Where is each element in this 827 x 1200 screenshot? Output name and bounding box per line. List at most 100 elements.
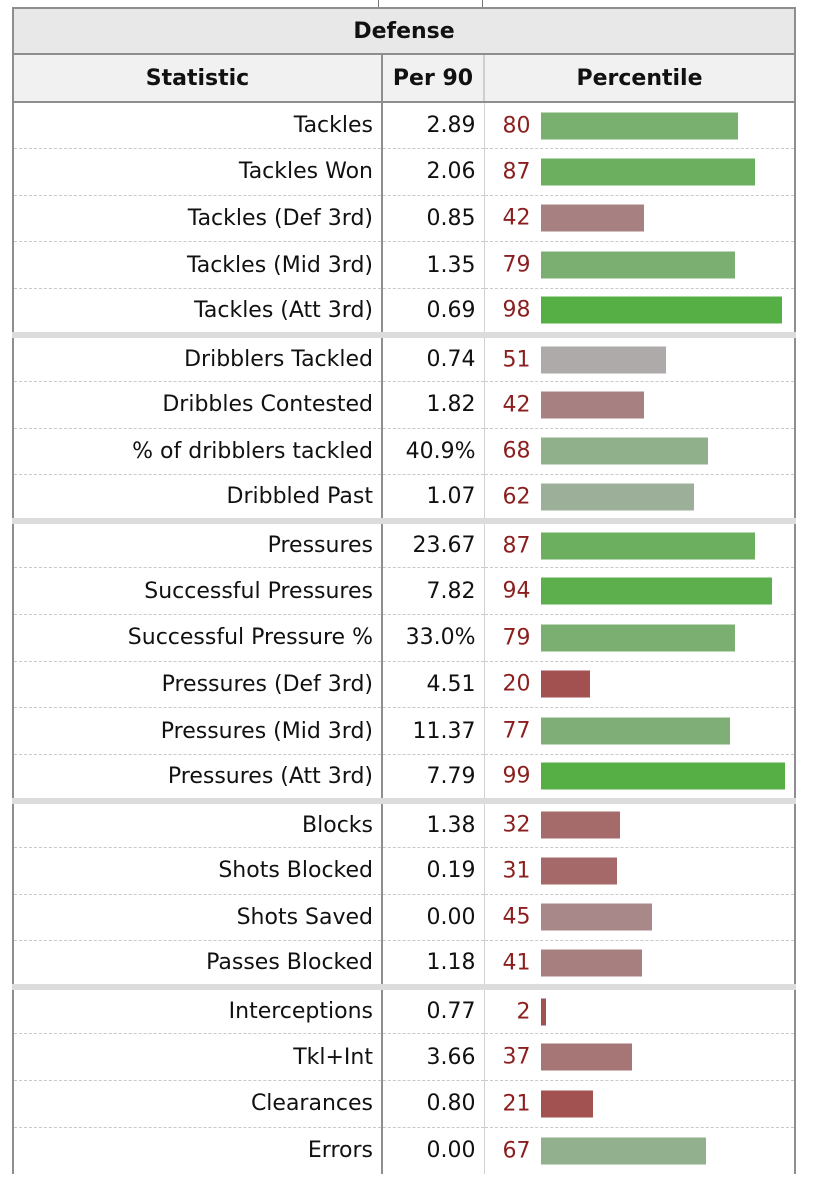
stat-name: Tackles (Def 3rd) [12, 195, 383, 243]
percentile-value: 51 [502, 347, 531, 373]
percentile-bar [540, 204, 644, 232]
percentile-value: 99 [502, 763, 531, 789]
percentile-bar [540, 857, 617, 885]
table-row: Tackles Won 2.06 87 [12, 148, 796, 196]
stat-name: Pressures (Att 3rd) [12, 754, 383, 802]
percentile-cell: 41 [484, 940, 796, 988]
percentile-bar [540, 391, 644, 419]
table-row: Dribbles Contested 1.82 42 [12, 381, 796, 429]
percentile-value: 98 [502, 297, 531, 323]
percentile-bar [540, 762, 785, 790]
table-row: Passes Blocked 1.18 41 [12, 940, 796, 988]
stat-name: Successful Pressures [12, 567, 383, 616]
percentile-bar [540, 483, 694, 511]
table-row: Interceptions 0.77 2 [12, 984, 796, 1035]
table-row: % of dribblers tackled 40.9% 68 [12, 428, 796, 476]
stat-name: Errors [12, 1127, 383, 1174]
per90-value: 0.00 [382, 894, 485, 942]
percentile-bar [540, 437, 708, 465]
per90-value: 0.74 [382, 331, 485, 383]
per90-value: 4.51 [382, 661, 485, 709]
table-row: Pressures (Att 3rd) 7.79 99 [12, 754, 796, 802]
per90-value: 23.67 [382, 518, 485, 569]
column-header-per90[interactable]: Per 90 [381, 54, 484, 103]
percentile-value: 67 [502, 1138, 531, 1164]
stat-name: Tkl+Int [12, 1033, 383, 1081]
table-row: Errors 0.00 67 [12, 1127, 796, 1174]
table-row: Tkl+Int 3.66 37 [12, 1033, 796, 1081]
column-header-statistic[interactable]: Statistic [12, 54, 383, 103]
per90-value: 1.35 [382, 241, 485, 289]
percentile-cell: 77 [484, 707, 796, 755]
percentile-cell: 87 [484, 518, 796, 569]
table-row: Tackles (Mid 3rd) 1.35 79 [12, 241, 796, 289]
table-row: Blocks 1.38 32 [12, 797, 796, 848]
percentile-cell: 67 [484, 1127, 796, 1174]
percentile-bar [540, 949, 642, 977]
percentile-cell: 37 [484, 1033, 796, 1081]
percentile-bar [540, 811, 620, 839]
percentile-value: 79 [502, 625, 531, 651]
per90-value: 0.00 [382, 1127, 485, 1174]
percentile-bar [540, 998, 546, 1026]
percentile-cell: 20 [484, 661, 796, 709]
per90-value: 2.89 [382, 102, 485, 150]
percentile-cell: 2 [484, 984, 796, 1035]
per90-value: 1.82 [382, 381, 485, 429]
table-row: Clearances 0.80 21 [12, 1080, 796, 1128]
per90-value: 0.69 [382, 288, 485, 336]
stat-name: Dribblers Tackled [12, 331, 383, 383]
per90-value: 40.9% [382, 428, 485, 476]
per90-value: 1.18 [382, 940, 485, 988]
stat-name: Pressures [12, 518, 383, 569]
percentile-value: 37 [502, 1044, 531, 1070]
column-header-percentile[interactable]: Percentile [483, 54, 796, 103]
percentile-bar [540, 251, 735, 279]
percentile-cell: 42 [484, 381, 796, 429]
table-row: Tackles (Att 3rd) 0.69 98 [12, 288, 796, 336]
percentile-cell: 62 [484, 474, 796, 522]
percentile-value: 20 [502, 671, 531, 697]
per90-value: 2.06 [382, 148, 485, 196]
percentile-cell: 99 [484, 754, 796, 802]
table-row: Pressures (Def 3rd) 4.51 20 [12, 661, 796, 709]
table-row: Dribblers Tackled 0.74 51 [12, 331, 796, 383]
table-row: Pressures (Mid 3rd) 11.37 77 [12, 707, 796, 755]
stat-name: Clearances [12, 1080, 383, 1128]
percentile-value: 80 [502, 113, 531, 139]
percentile-bar [540, 1090, 593, 1118]
table-row: Successful Pressures 7.82 94 [12, 567, 796, 616]
percentile-bar [540, 717, 730, 745]
percentile-value: 31 [502, 858, 531, 884]
per90-value: 0.80 [382, 1080, 485, 1128]
per90-value: 1.38 [382, 797, 485, 848]
percentile-cell: 42 [484, 195, 796, 243]
per90-value: 1.07 [382, 474, 485, 522]
percentile-cell: 79 [484, 614, 796, 662]
percentile-value: 2 [516, 999, 531, 1025]
percentile-bar [540, 670, 590, 698]
per90-value: 11.37 [382, 707, 485, 755]
percentile-cell: 79 [484, 241, 796, 289]
percentile-value: 77 [502, 718, 531, 744]
percentile-bar [540, 158, 755, 186]
percentile-cell: 80 [484, 102, 796, 150]
percentile-value: 68 [502, 438, 531, 464]
percentile-cell: 45 [484, 894, 796, 942]
percentile-cell: 68 [484, 428, 796, 476]
percentile-value: 87 [502, 159, 531, 185]
stat-name: Pressures (Mid 3rd) [12, 707, 383, 755]
percentile-value: 42 [502, 392, 531, 418]
stat-name: Tackles [12, 102, 383, 150]
percentile-value: 62 [502, 484, 531, 510]
per90-value: 0.85 [382, 195, 485, 243]
stat-name: Tackles (Att 3rd) [12, 288, 383, 336]
percentile-bar [540, 532, 755, 560]
table-row: Pressures 23.67 87 [12, 518, 796, 569]
percentile-bar [540, 624, 735, 652]
percentile-value: 45 [502, 904, 531, 930]
percentile-value: 94 [502, 578, 531, 604]
percentile-cell: 32 [484, 797, 796, 848]
stat-name: Pressures (Def 3rd) [12, 661, 383, 709]
stat-name: % of dribblers tackled [12, 428, 383, 476]
